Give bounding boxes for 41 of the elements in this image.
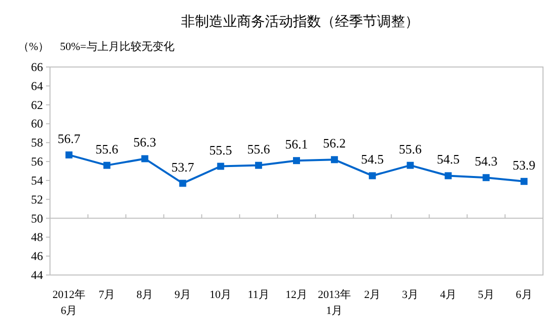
data-label: 56.2 bbox=[323, 136, 346, 151]
x-tick-label: 5月 bbox=[478, 289, 494, 301]
x-tick-label: 9月 bbox=[174, 289, 191, 301]
y-tick-label: 44 bbox=[31, 268, 43, 282]
data-label: 54.5 bbox=[436, 152, 460, 167]
data-label: 54.3 bbox=[474, 154, 498, 169]
data-label: 55.6 bbox=[247, 141, 270, 156]
x-tick-label: 6月 bbox=[516, 289, 532, 301]
x-tick-label: 2012年 6月 bbox=[52, 289, 86, 317]
y-tick-label: 52 bbox=[31, 192, 43, 206]
data-label: 54.5 bbox=[360, 152, 384, 167]
x-tick-label: 2013年 1月 bbox=[318, 289, 351, 317]
x-tick-label: 3月 bbox=[402, 289, 419, 301]
x-tick-label: 4月 bbox=[440, 289, 456, 301]
data-label: 56.7 bbox=[58, 130, 81, 146]
y-tick-label: 46 bbox=[31, 249, 43, 264]
data-label: 55.6 bbox=[96, 141, 119, 156]
data-label: 53.9 bbox=[512, 157, 536, 172]
x-tick-label: 8月 bbox=[136, 289, 154, 301]
data-label: 55.6 bbox=[398, 141, 422, 156]
y-tick-label: 64 bbox=[31, 78, 43, 93]
x-tick-label: 7月 bbox=[98, 289, 116, 301]
data-label: 56.3 bbox=[133, 134, 156, 150]
x-tick-label: 2月 bbox=[364, 289, 381, 301]
chart-title: 非制造业商务活动指数（经季节调整） bbox=[181, 14, 419, 30]
x-tick-label: 10月 bbox=[210, 289, 232, 301]
y-tick-label: 54 bbox=[31, 173, 43, 188]
x-tick-label: 12月 bbox=[286, 289, 308, 301]
data-label: 56.1 bbox=[285, 136, 308, 152]
text: 50%=与上月比较无变化 bbox=[60, 40, 174, 53]
y-tick-label: 58 bbox=[31, 136, 43, 150]
y-tick-label: 62 bbox=[31, 98, 43, 112]
data-label: 53.7 bbox=[171, 159, 195, 174]
y-tick-label: 56 bbox=[31, 154, 43, 169]
y-tick-label: 48 bbox=[31, 230, 43, 244]
y-axis-title: （%） bbox=[18, 41, 50, 53]
y-tick-label: 66 bbox=[31, 60, 43, 74]
x-tick-label: 11月 bbox=[248, 289, 270, 301]
y-tick-label: 60 bbox=[31, 116, 43, 131]
data-label: 55.5 bbox=[209, 142, 232, 158]
y-tick-label: 50 bbox=[31, 211, 43, 226]
